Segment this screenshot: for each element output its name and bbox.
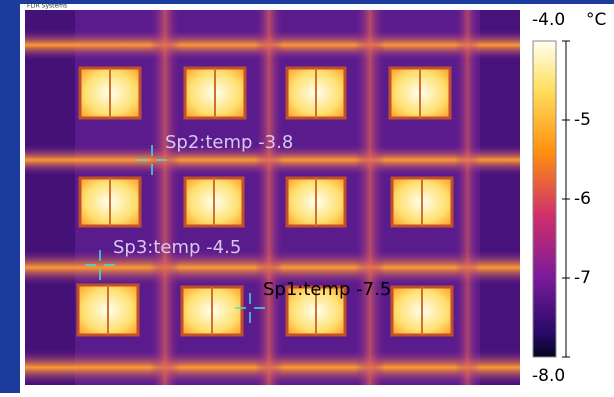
spot-label: Sp3:temp -4.5 (113, 237, 241, 258)
scale-tick-label: -4.0 (532, 10, 565, 30)
thermal-viewer: FLIR Systems Sp2:temp -3.8 Sp3:temp -4.5… (0, 0, 614, 393)
brand: FLIR Systems (27, 3, 67, 10)
scale-tick-label: -5 (574, 110, 591, 130)
scale-tick-label: -8.0 (532, 366, 565, 386)
spot-label: Sp1:temp -7.5 (263, 279, 391, 300)
scale-tick-label: -7 (574, 268, 591, 288)
color-bar (533, 41, 556, 357)
scale-unit: °C (586, 10, 606, 30)
spot-label: Sp2:temp -3.8 (165, 132, 293, 153)
scale-tick-label: -6 (574, 189, 591, 209)
thermal-image (25, 10, 520, 385)
